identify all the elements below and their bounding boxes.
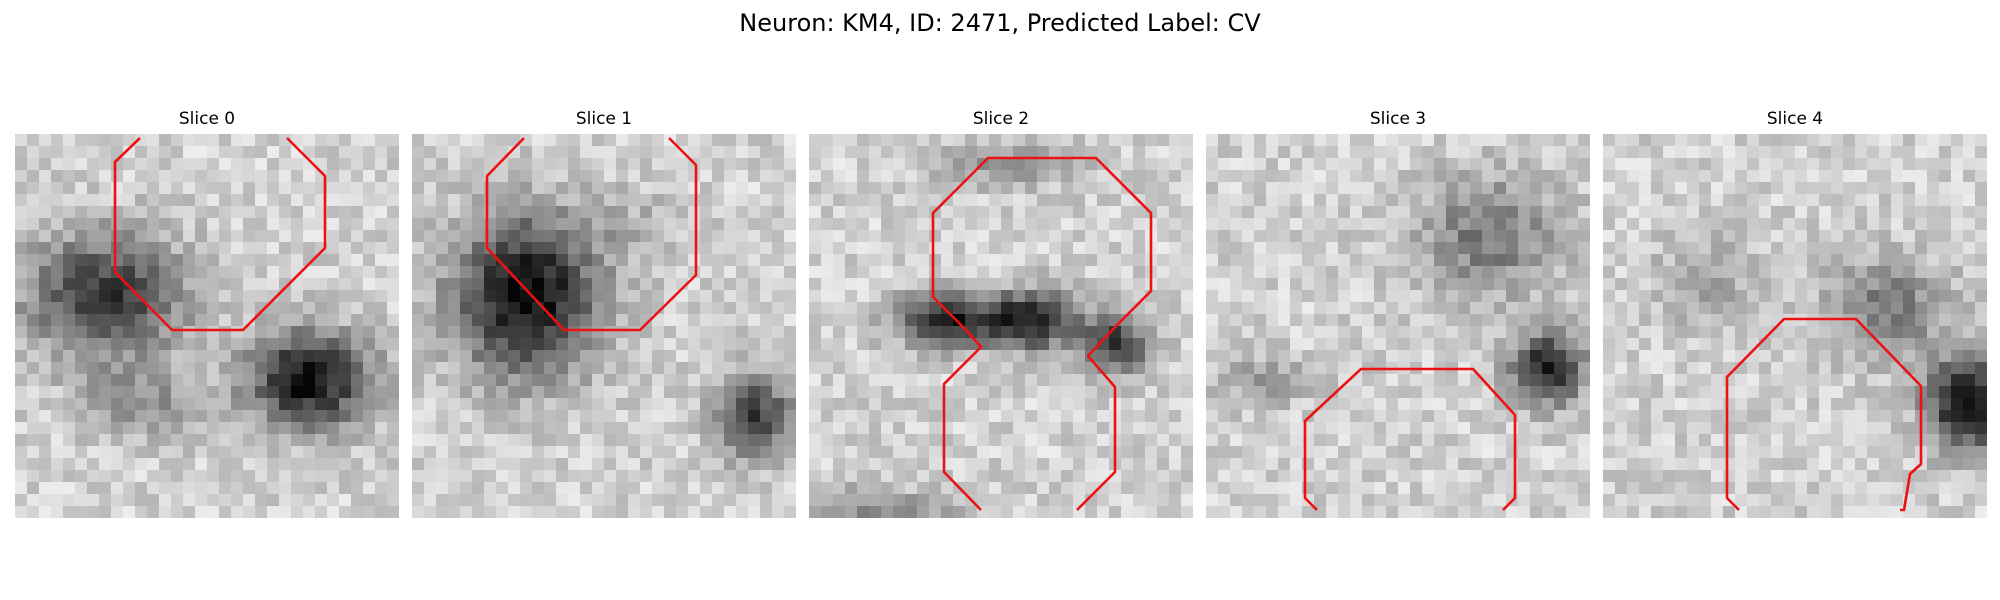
slice-image — [412, 134, 796, 518]
slice-title: Slice 0 — [178, 109, 236, 129]
slice-image — [809, 134, 1193, 518]
roi-contour — [485, 137, 698, 332]
texture-cells — [15, 134, 399, 518]
roi-contour — [931, 156, 1153, 511]
texture-cells — [1206, 134, 1590, 518]
slice-image — [1603, 134, 1987, 518]
texture-cells — [809, 134, 1193, 518]
texture-cells — [1603, 134, 1987, 518]
slice-title: Slice 1 — [575, 109, 633, 129]
roi-contour — [113, 137, 327, 332]
texture-cells — [412, 134, 796, 518]
slice-title: Slice 3 — [1369, 109, 1427, 129]
slice-title: Slice 4 — [1766, 109, 1824, 129]
slice-image — [1206, 134, 1590, 518]
slice-title: Slice 2 — [972, 109, 1030, 129]
slice-image — [15, 134, 399, 518]
roi-contour — [1725, 317, 1923, 512]
roi-contour — [1303, 367, 1517, 511]
figure-title: Neuron: KM4, ID: 2471, Predicted Label: … — [739, 9, 1261, 37]
